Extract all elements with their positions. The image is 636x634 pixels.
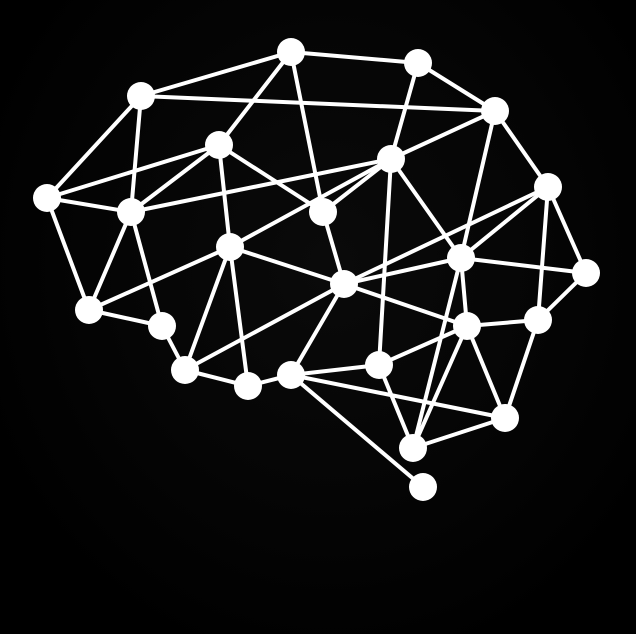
network-edge	[289, 282, 346, 377]
network-edge	[217, 143, 232, 249]
network-edge	[217, 50, 293, 147]
network-edge	[546, 185, 588, 275]
network-node	[277, 38, 305, 66]
network-edge	[228, 245, 346, 286]
network-edge	[228, 157, 393, 249]
network-edge	[129, 143, 221, 214]
network-edge	[459, 185, 550, 260]
network-edge	[493, 109, 550, 189]
network-edge	[183, 282, 346, 372]
network-edge	[342, 282, 469, 328]
network-edge	[129, 210, 164, 328]
network-edge	[459, 256, 588, 275]
network-edge	[377, 363, 415, 450]
network-edge	[389, 61, 420, 161]
network-edge	[465, 324, 507, 420]
network-node	[481, 97, 509, 125]
network-edge	[45, 196, 133, 214]
network-node	[524, 306, 552, 334]
network-edge	[289, 50, 325, 214]
network-node	[127, 82, 155, 110]
network-edge	[139, 94, 497, 113]
network-node	[399, 434, 427, 462]
network-edge	[389, 109, 497, 161]
network-node	[377, 145, 405, 173]
network-edge	[217, 143, 325, 214]
network-edge	[183, 245, 232, 372]
network-node	[234, 372, 262, 400]
network-edge	[411, 256, 463, 450]
network-edge	[411, 416, 507, 450]
network-edge	[45, 94, 143, 200]
network-edge	[129, 94, 143, 214]
network-node	[572, 259, 600, 287]
network-edge	[389, 157, 463, 260]
network-node	[330, 270, 358, 298]
network-edge	[342, 256, 463, 286]
network-edge	[411, 324, 469, 450]
network-node	[216, 233, 244, 261]
network-edge	[289, 373, 507, 420]
network-node	[117, 198, 145, 226]
network-node	[75, 296, 103, 324]
network-edge	[45, 196, 91, 312]
network-edge	[289, 50, 420, 65]
network-edge	[129, 157, 393, 214]
network-node	[404, 49, 432, 77]
network-edge	[87, 210, 133, 312]
network-edge	[87, 245, 232, 312]
network-node	[365, 351, 393, 379]
network-edge	[228, 245, 250, 388]
network-node	[148, 312, 176, 340]
network-node	[447, 244, 475, 272]
network-edge	[45, 143, 221, 200]
network-node	[491, 404, 519, 432]
network-node	[33, 184, 61, 212]
network-edge	[289, 373, 425, 489]
network-nodes	[33, 38, 600, 501]
network-edge	[459, 109, 497, 260]
network-node	[277, 361, 305, 389]
network-node	[534, 173, 562, 201]
network-edge	[377, 157, 393, 367]
network-node	[171, 356, 199, 384]
network-edge	[377, 324, 469, 367]
network-edge	[536, 185, 550, 322]
network-node	[453, 312, 481, 340]
network-edge	[321, 157, 393, 214]
network-edge	[503, 318, 540, 420]
network-edge	[289, 363, 381, 377]
network-edge	[139, 50, 293, 98]
network-edge	[342, 185, 550, 286]
network-edge	[416, 61, 497, 113]
network-node	[309, 198, 337, 226]
network-node	[409, 473, 437, 501]
network-node	[205, 131, 233, 159]
